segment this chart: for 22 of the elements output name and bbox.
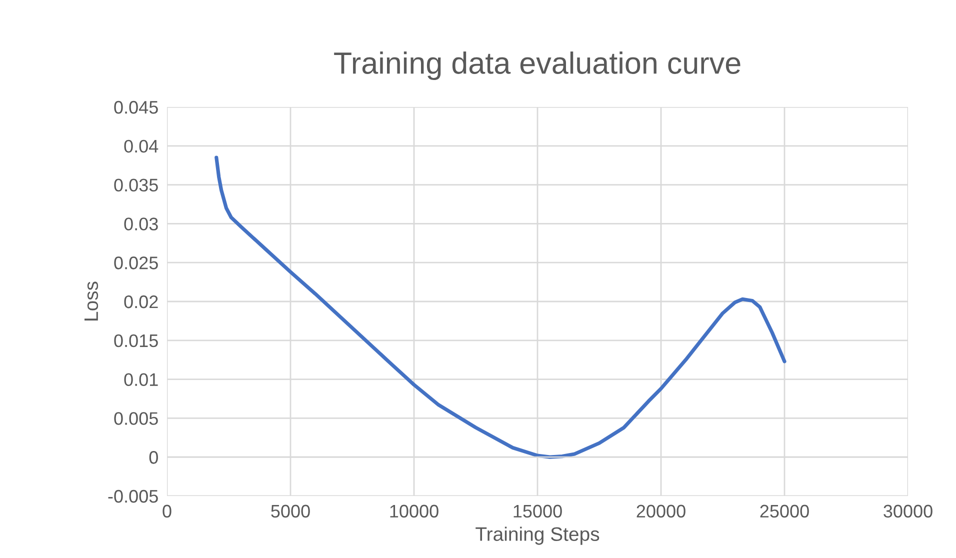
x-tick-label: 5000 xyxy=(271,504,310,518)
x-tick-label: 25000 xyxy=(760,504,809,518)
y-tick-label: 0.04 xyxy=(124,140,158,153)
x-tick-label: 30000 xyxy=(884,504,932,518)
chart-title: Training data evaluation curve xyxy=(334,52,740,80)
y-tick-label: 0.005 xyxy=(114,412,158,425)
x-tick-label: 10000 xyxy=(390,504,438,518)
y-tick-label: 0.015 xyxy=(114,334,158,348)
x-axis-title: Training Steps xyxy=(476,526,600,545)
x-tick-label: 20000 xyxy=(636,504,686,518)
x-tick-label: 0 xyxy=(162,504,172,518)
y-axis-title: Loss xyxy=(84,282,98,320)
y-tick-label: 0.03 xyxy=(124,218,158,230)
y-tick-label: 0.045 xyxy=(114,100,158,114)
y-tick-label: 0 xyxy=(149,451,158,464)
y-tick-label: -0.005 xyxy=(108,490,158,503)
x-tick-label: 15000 xyxy=(514,504,562,518)
y-tick-label: 0.035 xyxy=(114,178,158,192)
y-tick-label: 0.01 xyxy=(124,373,158,386)
y-tick-label: 0.02 xyxy=(124,295,158,308)
y-tick-label: 0.025 xyxy=(114,256,158,270)
line-series xyxy=(214,156,786,459)
